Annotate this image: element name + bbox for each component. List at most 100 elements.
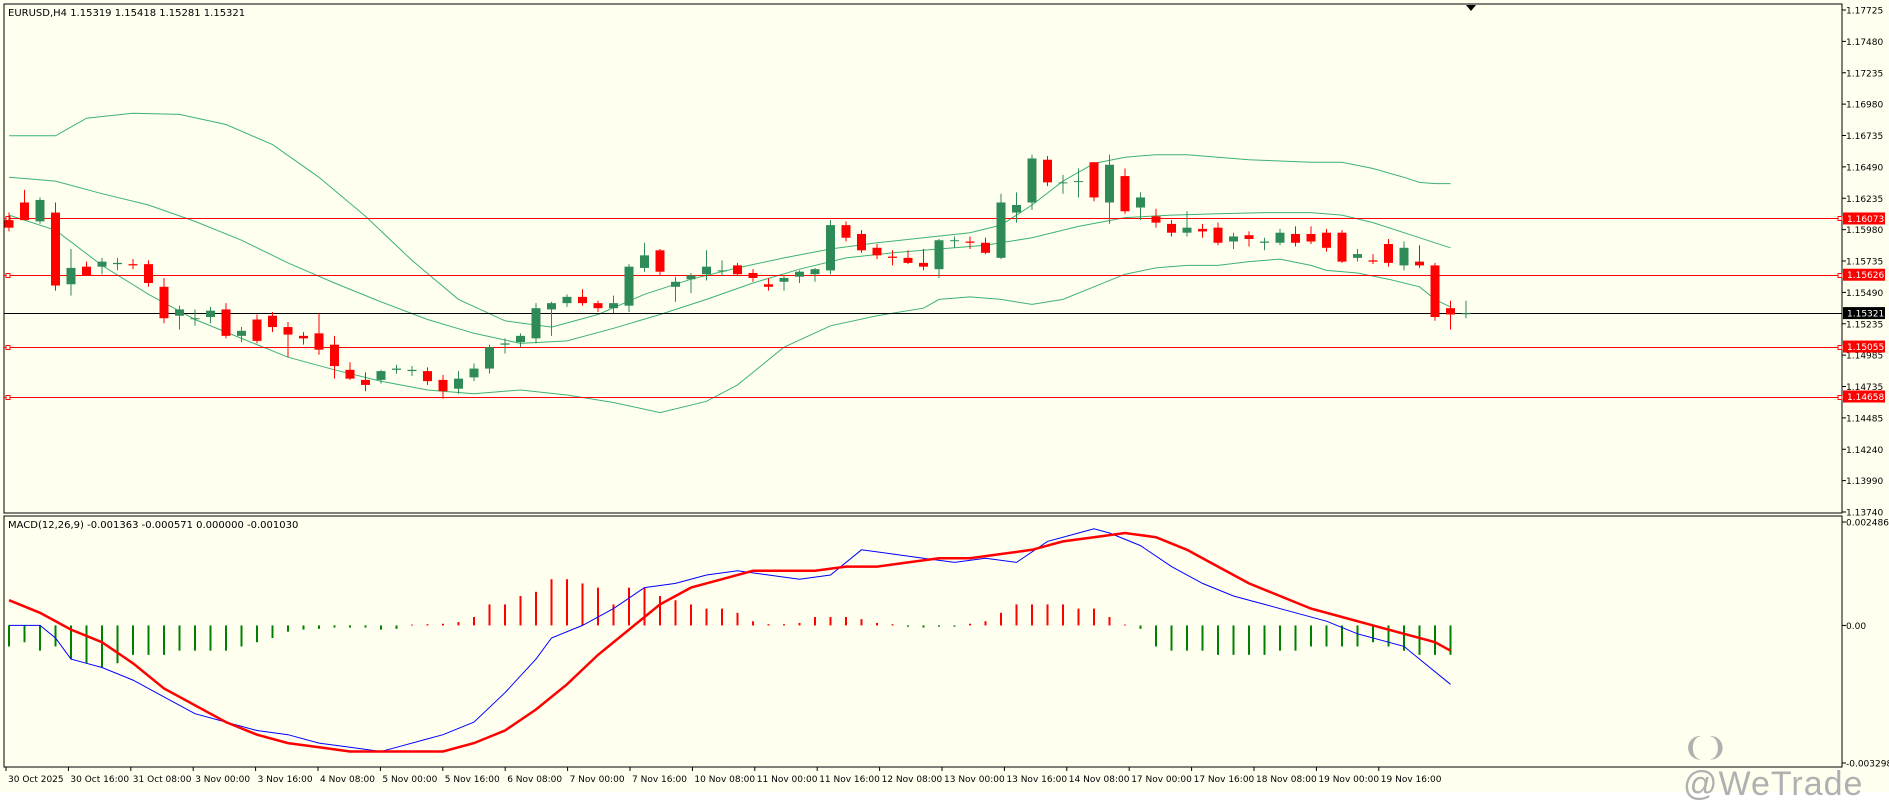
candle-body [237,330,246,336]
candle-body [872,247,882,256]
candle-body [764,284,773,287]
level-anchor-icon [5,345,11,350]
candle [1415,245,1424,268]
candle-body [438,379,448,392]
candle [1105,154,1114,224]
candle [407,366,417,377]
candle-body [1275,232,1285,243]
price-tick-label: 1.15980 [1846,226,1883,236]
level-anchor-icon [1837,395,1843,400]
candle-body [1136,197,1145,208]
candle [1430,262,1440,321]
watermark-text: @WeTrade [1683,765,1864,803]
candle [66,249,76,296]
candle [1213,222,1223,246]
candle-body [888,256,897,258]
candle [190,309,200,326]
candle-body [1337,232,1347,262]
candle-body [531,308,541,339]
candle [686,272,696,294]
time-tick-label: 7 Nov 00:00 [570,775,625,785]
candle-body [919,262,928,267]
candle-body [965,241,975,243]
time-tick-label: 12 Nov 08:00 [882,775,943,785]
level-price-tag [1843,390,1885,403]
candle [934,238,944,278]
price-tick-label: 1.16490 [1846,163,1883,173]
candle-body [748,272,758,278]
candle-body [1027,158,1037,203]
candle-body [283,327,293,335]
horizontal-levels [4,216,1843,400]
candle-body [578,296,587,304]
candle-body [1368,260,1378,262]
candle [1058,174,1068,194]
candle [454,371,463,394]
level-price-tag [1843,340,1885,353]
price-tick-label: 1.13990 [1846,477,1883,487]
candle [1089,162,1099,202]
candle-body [996,202,1006,258]
candle-body [1058,182,1068,184]
candle [1027,154,1037,211]
time-tick-label: 11 Nov 00:00 [757,775,818,785]
candle-body [35,199,45,222]
price-tick-label: 1.14485 [1846,414,1883,424]
candle-body [20,202,29,221]
macd-header: MACD(12,26,9) -0.001363 -0.000571 0.0000… [8,520,298,531]
candle-body [66,267,76,285]
candle-body [779,277,789,282]
time-tick-label: 5 Nov 00:00 [382,775,437,785]
wetrade-logo-icon: ❨❩ [1683,732,1729,762]
candle-body [361,379,370,385]
price-tick-label: 1.14735 [1846,383,1883,393]
candle-body [299,335,308,339]
level-price-label: 1.15055 [1847,343,1884,353]
time-tick-label: 11 Nov 16:00 [819,775,880,785]
time-tick-label: 19 Nov 16:00 [1381,775,1442,785]
price-tick-label: 1.17235 [1846,69,1883,79]
candle-body [857,233,866,251]
candle-body [1105,164,1114,203]
time-tick-label: 3 Nov 16:00 [258,775,313,785]
candle-body [423,371,432,382]
candle [330,335,339,379]
time-tick-label: 19 Nov 00:00 [1318,775,1379,785]
candle-body [1306,233,1316,242]
candle-body [51,212,60,286]
price-tick-label: 1.15235 [1846,320,1883,330]
candle-body [206,310,215,317]
candle-body [950,240,959,242]
candle-body [469,368,479,378]
candle-body [268,315,277,328]
candle [547,301,556,336]
candle-body [547,303,556,310]
candle [733,262,742,276]
time-tick-label: 30 Oct 16:00 [70,775,129,785]
chart-shift-marker-icon[interactable] [1466,5,1476,11]
bollinger-middle [8,176,1451,344]
candle [1182,211,1192,237]
watermark: ❨❩@WeTrade [1683,726,1889,804]
candle-body [1384,244,1393,263]
candle-body [190,318,200,320]
time-tick-label: 7 Nov 16:00 [632,775,687,785]
time-tick-label: 30 Oct 2025 [8,775,64,785]
candle [392,364,401,374]
candle [1043,155,1052,187]
candle-body [314,333,324,350]
price-tick-label: 1.15735 [1846,258,1883,268]
candle [1275,228,1285,246]
candle [283,322,293,358]
current-price-tag [1843,307,1885,320]
candle [221,303,231,339]
level-anchor-icon [1837,216,1843,221]
macd-tick-label: 0.002486 [1846,519,1889,529]
candle [919,249,928,271]
time-tick-label: 10 Nov 08:00 [694,775,755,785]
candle [299,332,308,345]
candle [1399,241,1409,271]
time-tick-label: 13 Nov 16:00 [1006,775,1067,785]
